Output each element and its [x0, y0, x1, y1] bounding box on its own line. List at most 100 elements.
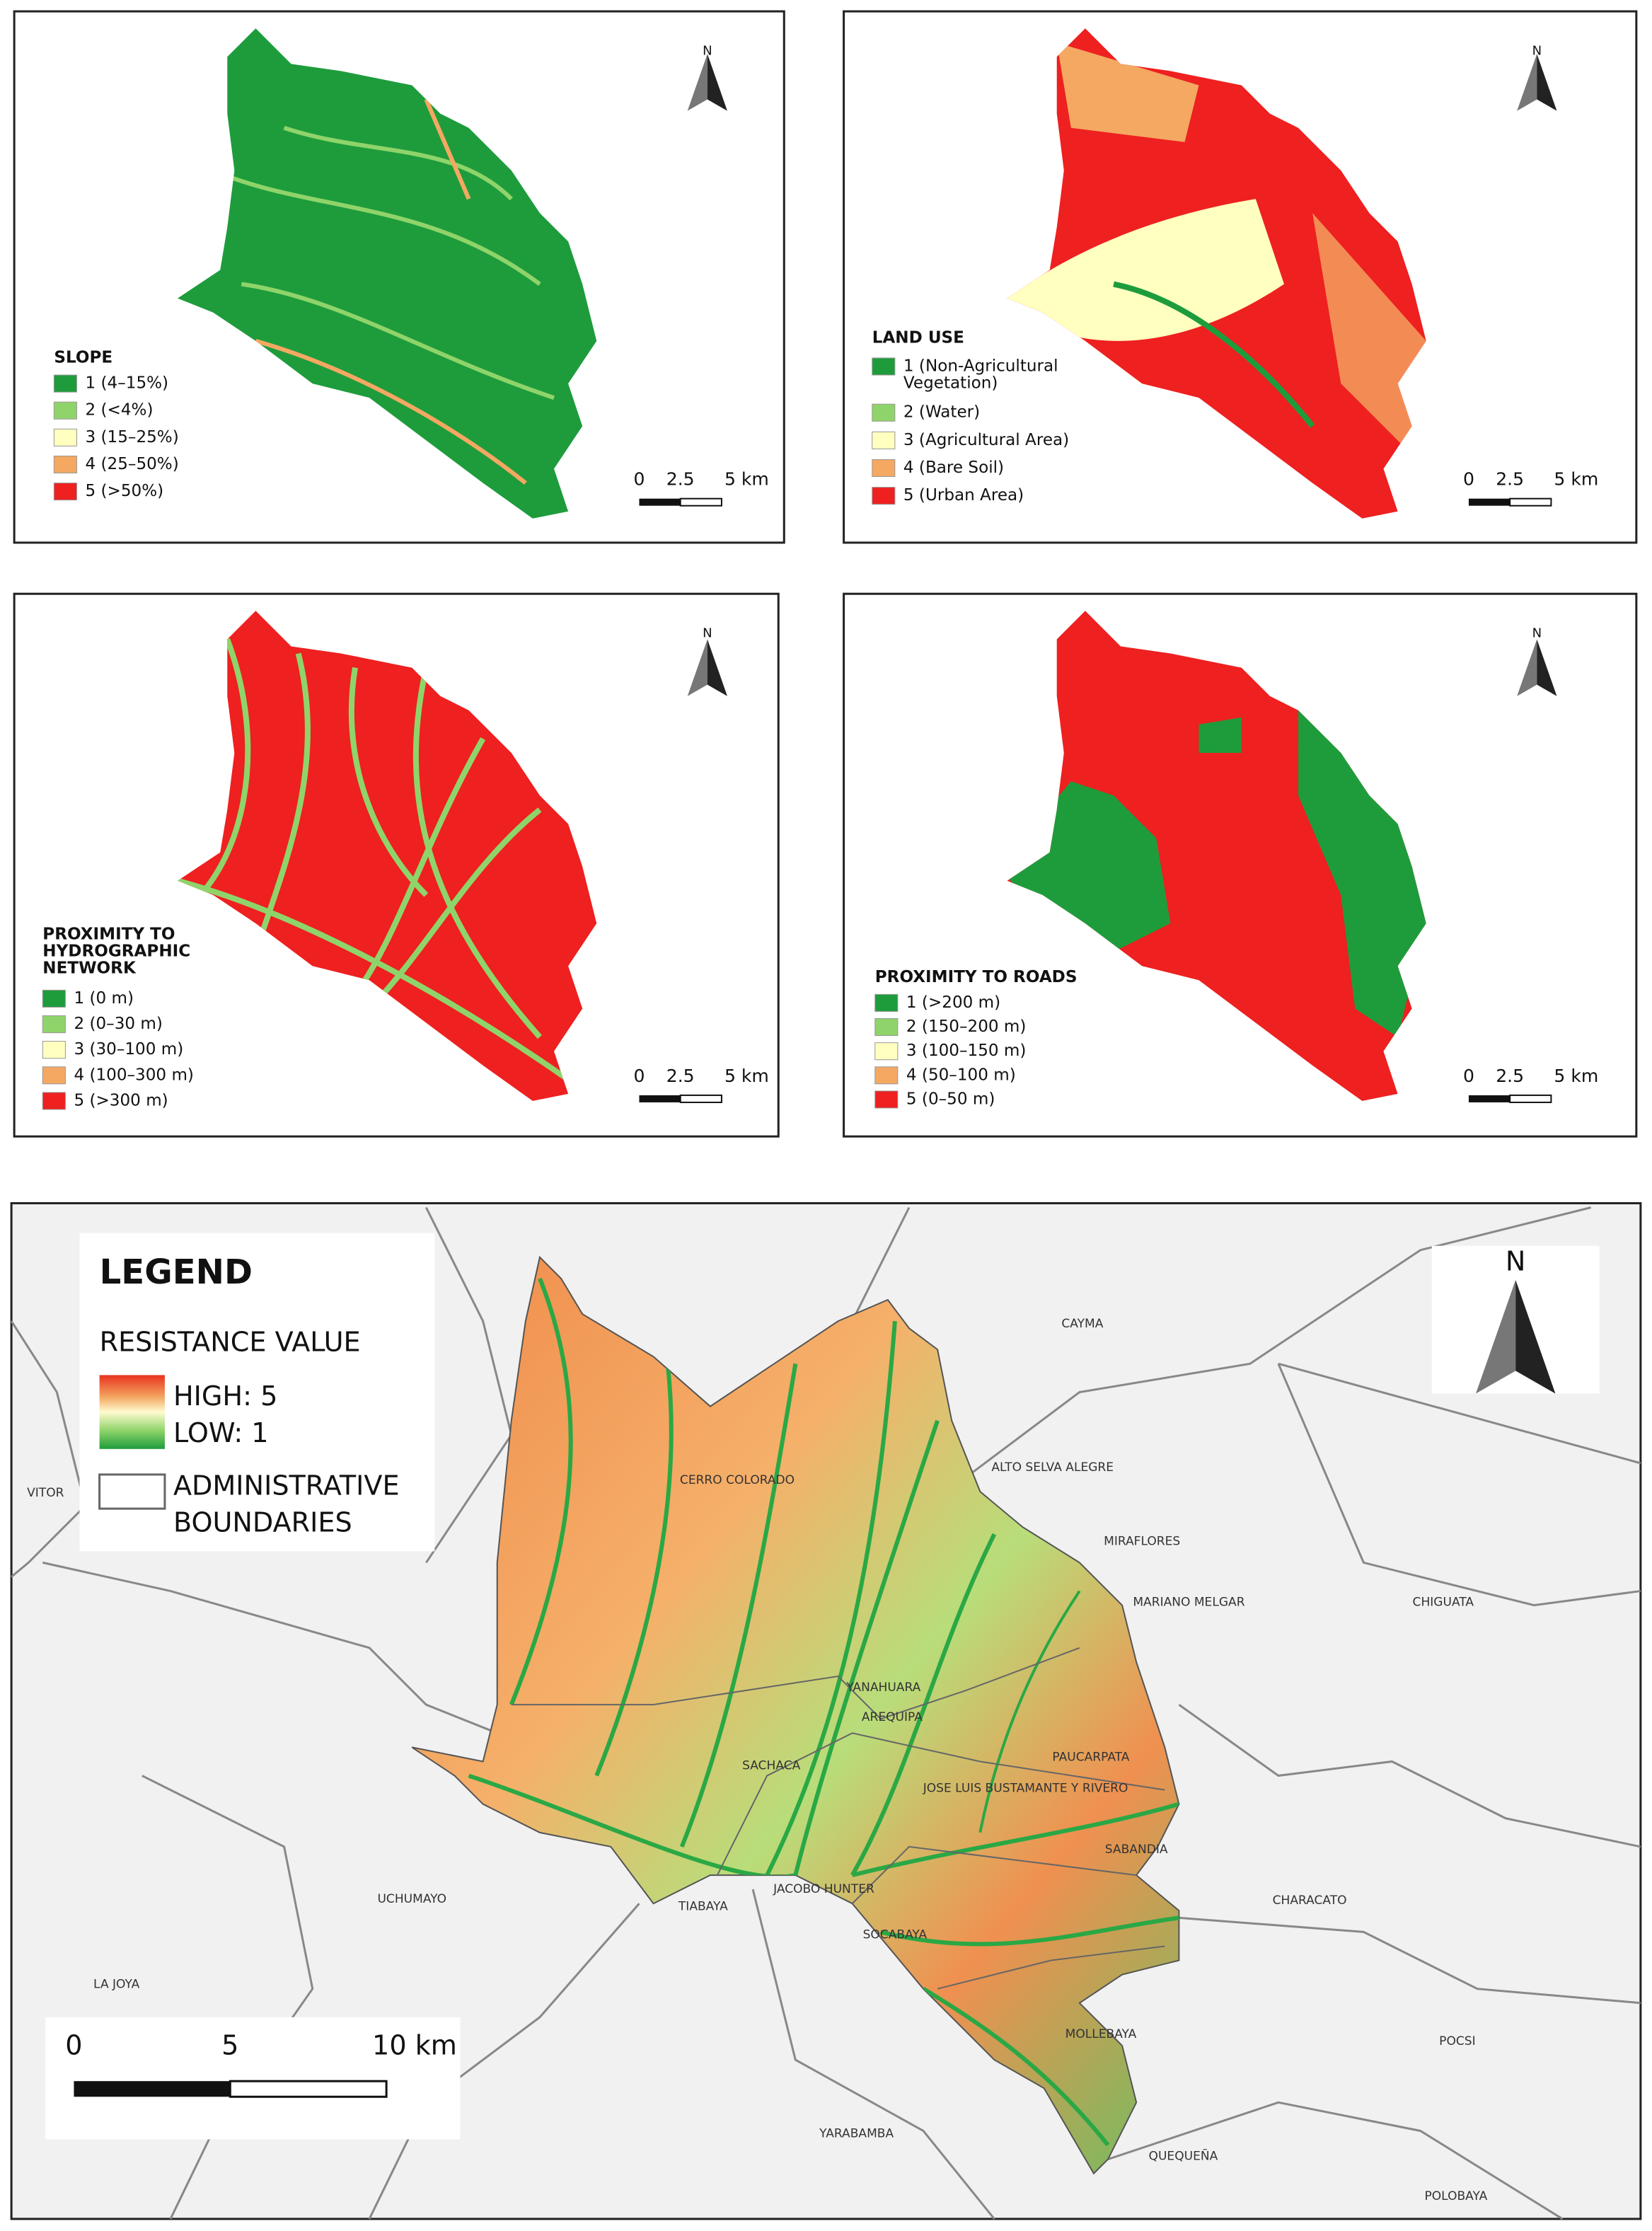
scale-bar-black	[1468, 1095, 1511, 1102]
district-label: POCSI	[1439, 2034, 1475, 2048]
scale-label: 2.5	[1496, 469, 1524, 490]
north-label: N	[1532, 43, 1542, 58]
legend-label: 4 (25–50%)	[86, 455, 179, 473]
district-label: JACOBO HUNTER	[773, 1882, 874, 1896]
legend-title: LEGEND	[100, 1252, 253, 1292]
legend-swatch	[874, 1042, 899, 1061]
scale-label: 10 km	[372, 2030, 457, 2061]
scale-bar-white	[679, 1094, 722, 1103]
legend-title: NETWORK	[42, 959, 137, 978]
district-label: POLOBAYA	[1424, 2189, 1487, 2203]
scale-label: 5	[221, 2030, 238, 2061]
legend-label: 2 (150–200 m)	[906, 1018, 1026, 1036]
legend-swatch	[42, 1092, 66, 1110]
scale-label: 0	[634, 1066, 645, 1086]
scale-bar-white	[679, 497, 722, 507]
district-label: PAUCARPATA	[1052, 1750, 1129, 1764]
legend-label: 5 (Urban Area)	[903, 486, 1024, 505]
legend-low: LOW: 1	[173, 1417, 269, 1448]
boundary-swatch	[98, 1473, 166, 1510]
scale-label: 5 km	[724, 469, 769, 490]
legend-boundaries: BOUNDARIES	[173, 1507, 352, 1538]
legend-title: HYDROGRAPHIC	[42, 942, 190, 961]
legend-label: Vegetation)	[903, 374, 998, 393]
scale-label: 5 km	[1554, 469, 1598, 490]
district-label: VITOR	[27, 1486, 64, 1500]
main-map	[10, 1201, 1642, 2220]
legend-swatch	[42, 989, 66, 1008]
legend-high: HIGH: 5	[173, 1380, 277, 1412]
legend-swatch	[53, 374, 77, 393]
district-label: CAYMA	[1061, 1317, 1103, 1331]
district-label: MARIANO MELGAR	[1133, 1596, 1244, 1610]
legend-swatch	[53, 455, 77, 474]
legend-label: 3 (15–25%)	[86, 428, 179, 446]
scale-bar-black	[1468, 498, 1511, 506]
legend-swatch	[53, 483, 77, 501]
legend-label: 2 (0–30 m)	[74, 1015, 162, 1033]
legend-swatch	[53, 401, 77, 420]
scale-bar-white	[1509, 1094, 1552, 1103]
district-label: ALTO SELVA ALEGRE	[991, 1460, 1114, 1475]
legend-label: 1 (Non-Agricultural	[903, 357, 1058, 375]
scale-label: 2.5	[1496, 1066, 1524, 1086]
legend-swatch	[874, 1090, 899, 1109]
legend-swatch	[42, 1041, 66, 1059]
legend-swatch	[874, 993, 899, 1012]
legend-title: PROXIMITY TO ROADS	[875, 968, 1078, 986]
legend-swatch	[872, 431, 896, 449]
scale-bar-white	[229, 2080, 388, 2098]
scale-bar-black	[639, 1095, 681, 1102]
legend-label: 1 (>200 m)	[906, 993, 1000, 1012]
scale-label: 5 km	[1554, 1066, 1598, 1086]
legend-label: 3 (100–150 m)	[906, 1042, 1026, 1060]
legend-label: 5 (>300 m)	[74, 1091, 168, 1109]
district-label: TIABAYA	[678, 1899, 728, 1913]
district-label: LA JOYA	[93, 1978, 140, 1992]
legend-label: 3 (30–100 m)	[74, 1040, 183, 1059]
scale-bar-black	[639, 498, 681, 506]
legend-title: SLOPE	[54, 348, 112, 367]
legend-label: 1 (4–15%)	[86, 374, 169, 393]
district-label: QUEQUEÑA	[1149, 2148, 1218, 2164]
panel-1	[13, 10, 785, 544]
north-label: N	[1532, 626, 1542, 640]
district-label: SACHACA	[742, 1758, 800, 1772]
district-label: UCHUMAYO	[377, 1892, 446, 1906]
legend-label: 2 (<4%)	[86, 401, 154, 420]
legend-label: 4 (100–300 m)	[74, 1066, 193, 1084]
scale-bar-black	[74, 2081, 231, 2097]
scale-label: 5 km	[724, 1066, 769, 1086]
district-label: CERRO COLORADO	[680, 1473, 795, 1487]
legend-label: 3 (Agricultural Area)	[903, 431, 1069, 449]
district-label: MOLLEBAYA	[1065, 2027, 1137, 2041]
panel-4	[843, 592, 1638, 1138]
district-label: YARABAMBA	[819, 2126, 894, 2140]
legend-label: 2 (Water)	[903, 403, 980, 422]
legend-swatch	[874, 1066, 899, 1085]
legend-swatch	[874, 1018, 899, 1037]
district-label: JOSE LUIS BUSTAMANTE Y RIVERO	[923, 1782, 1128, 1796]
legend-title: LAND USE	[872, 328, 964, 347]
scale-label: 0	[65, 2030, 82, 2061]
north-label: N	[703, 43, 712, 58]
legend-swatch	[42, 1015, 66, 1034]
scale-bar-white	[1509, 497, 1552, 507]
district-label: AREQUIPA	[862, 1710, 923, 1724]
district-label: SOCABAYA	[863, 1927, 928, 1942]
legend-swatch	[872, 403, 896, 422]
scale-label: 0	[634, 469, 645, 490]
legend-label: 4 (50–100 m)	[906, 1066, 1016, 1084]
resistance-ramp	[99, 1375, 165, 1449]
legend-label: 4 (Bare Soil)	[903, 459, 1004, 477]
scale-label: 0	[1463, 1066, 1474, 1086]
district-label: CHIGUATA	[1413, 1596, 1474, 1610]
district-label: MIRAFLORES	[1104, 1534, 1180, 1548]
legend-swatch	[42, 1066, 66, 1085]
legend-label: 1 (0 m)	[74, 989, 134, 1008]
district-label: YANAHUARA	[845, 1681, 920, 1695]
legend-subtitle: RESISTANCE VALUE	[100, 1327, 361, 1358]
legend-swatch	[872, 459, 896, 478]
district-label: CHARACATO	[1273, 1893, 1347, 1908]
